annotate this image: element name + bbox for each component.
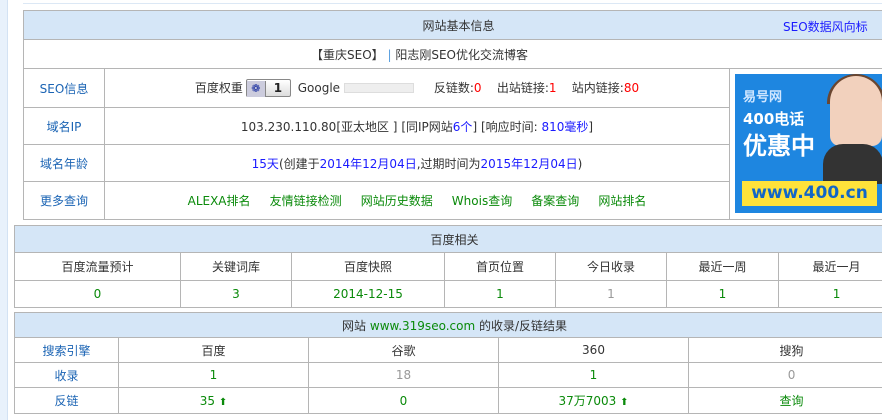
today-index-value: 1: [555, 280, 667, 308]
col-header: 最近一周: [666, 252, 779, 281]
expire-label: ,过期时间为: [416, 156, 481, 171]
more-queries-links: ALEXA排名 友情链接检测 网站历史数据 Whois查询 备案查询 网站排名: [104, 181, 730, 220]
age-days: 15天: [251, 156, 279, 171]
homepage-position-value: 1: [444, 280, 556, 308]
snapshot-value[interactable]: 2014-12-15: [291, 280, 445, 308]
site-title-left: 【重庆SEO】: [311, 47, 384, 62]
site-title: 【重庆SEO】 | 阳志刚SEO优化交流博客: [22, 39, 882, 69]
ip-region: [亚太地区 ]: [336, 119, 398, 134]
col-header: 今日收录: [555, 252, 667, 281]
360-backlinks[interactable]: 37万7003 ⬆: [498, 387, 689, 414]
index-header: 网站 www.319seo.com 的收录/反链结果: [13, 312, 882, 338]
domain-age-label: 域名年龄: [23, 144, 105, 182]
whois-link[interactable]: Whois查询: [451, 194, 513, 208]
google-indexed[interactable]: 18: [308, 362, 499, 388]
ad-brand: 易号网: [743, 90, 783, 105]
col-header: 百度快照: [291, 252, 445, 281]
backlinks-label: 反链数:: [433, 80, 474, 95]
response-time-value: 810毫秒: [541, 119, 589, 134]
google-label: Google: [297, 80, 341, 95]
backlinks-label: 反链: [14, 387, 119, 414]
divider: [23, 3, 882, 4]
ad-url: www.400.cn: [742, 181, 877, 206]
history-data-link[interactable]: 网站历史数据: [360, 194, 433, 208]
value: 35: [199, 393, 216, 408]
ad-person-suit: [823, 144, 882, 184]
domain-age-value: 15天(创建于2014年12月04日,过期时间为2015年12月04日): [104, 144, 730, 182]
seo-info-value: 百度权重 ❁ 1 Google 反链数:0 出站链接:1 站内链接:80: [104, 68, 730, 108]
created-label: (创建于: [278, 156, 320, 171]
ad-banner[interactable]: 易号网 400电话 优惠中 www.400.cn: [735, 74, 882, 213]
bracket: ]: [588, 119, 594, 134]
outlinks-value: 1: [548, 80, 557, 95]
index-table: 网站 www.319seo.com 的收录/反链结果 搜索引擎 百度 谷歌 360 搜狗…: [13, 312, 882, 414]
keywords-value[interactable]: 3: [180, 280, 292, 308]
baidu-table: 百度相关 百度流量预计 关键词库 百度快照 首页位置 今日收录 最近一周 最近一月 0 3 20…: [13, 225, 882, 308]
month-value: 1: [777, 280, 882, 308]
basic-info-title: 网站基本信息: [422, 18, 495, 33]
col-header: 关键词库: [180, 252, 292, 281]
expire-date: 2015年12月04日: [480, 156, 578, 171]
ad-person-face: [830, 76, 882, 146]
left-border: [0, 0, 8, 420]
google-backlinks[interactable]: 0: [308, 387, 499, 414]
seo-trend-link[interactable]: SEO数据风向标: [783, 20, 868, 34]
360-indexed[interactable]: 1: [498, 362, 689, 388]
engine-label: 搜索引擎: [14, 337, 119, 363]
outlinks-label: 出站链接:: [496, 80, 549, 95]
site-title-right: 阳志刚SEO优化交流博客: [395, 47, 529, 62]
arrow-up-icon: ⬆: [620, 397, 629, 408]
alexa-link[interactable]: ALEXA排名: [187, 194, 251, 208]
index-title-suffix: 的收录/反链结果: [478, 318, 568, 333]
baidu-indexed[interactable]: 1: [118, 362, 309, 388]
response-time-label: [响应时间:: [480, 119, 538, 134]
baidu-header: 百度相关: [13, 225, 882, 253]
created-date: 2014年12月04日: [319, 156, 417, 171]
more-queries-label: 更多查询: [23, 181, 105, 220]
week-value: 1: [666, 280, 779, 308]
sogou-indexed[interactable]: 0: [687, 362, 882, 388]
bracket: ]: [472, 119, 478, 134]
inlinks-value: 80: [623, 80, 640, 95]
inlinks-label: 站内链接:: [571, 80, 624, 95]
domain-ip-label: 域名IP: [23, 107, 105, 145]
friend-link-check-link[interactable]: 友情链接检测: [269, 194, 342, 208]
google-pr-bar: [344, 83, 415, 94]
col-header: 首页位置: [444, 252, 556, 281]
paren: ): [577, 156, 583, 171]
baidu-paw-icon: ❁: [246, 81, 266, 98]
domain-ip-value: 103.230.110.80[亚太地区 ] [同IP网站6个] [响应时间: 8…: [104, 107, 730, 145]
sogou-query-link[interactable]: 查询: [687, 387, 882, 414]
col-header: 谷歌: [308, 337, 499, 363]
baidu-backlinks[interactable]: 35 ⬆: [118, 387, 309, 414]
col-header: 百度: [118, 337, 309, 363]
col-header: 搜狗: [687, 337, 882, 363]
baidu-weight-value: 1: [273, 81, 283, 96]
domain-link[interactable]: www.319seo.com: [369, 318, 476, 333]
arrow-up-icon: ⬆: [218, 396, 228, 408]
baidu-weight-label: 百度权重: [194, 80, 243, 95]
separator: |: [387, 47, 392, 62]
basic-info-header: 网站基本信息 SEO数据风向标: [22, 10, 882, 40]
col-header: 百度流量预计: [14, 252, 181, 281]
ad-line2: 优惠中: [743, 132, 815, 160]
indexed-label: 收录: [14, 362, 119, 388]
seo-info-label: SEO信息: [23, 68, 105, 108]
traffic-value: 0: [14, 280, 181, 308]
same-ip-label: [同IP网站: [401, 119, 453, 134]
ad-line1: 400电话: [743, 110, 805, 128]
basic-info-table: 网站基本信息 SEO数据风向标 【重庆SEO】 | 阳志刚SEO优化交流博客 S…: [22, 10, 882, 220]
same-ip-count[interactable]: 6个: [452, 119, 473, 134]
col-header: 360: [498, 337, 689, 363]
icp-link[interactable]: 备案查询: [531, 194, 580, 208]
baidu-weight-badge[interactable]: ❁ 1: [245, 79, 291, 98]
backlinks-value: 0: [473, 80, 482, 95]
col-header: 最近一月: [777, 252, 882, 281]
index-title-prefix: 网站: [342, 318, 367, 333]
site-rank-link[interactable]: 网站排名: [598, 194, 647, 208]
value: 37万7003: [558, 394, 617, 408]
ip-address: 103.230.110.80: [240, 119, 337, 134]
